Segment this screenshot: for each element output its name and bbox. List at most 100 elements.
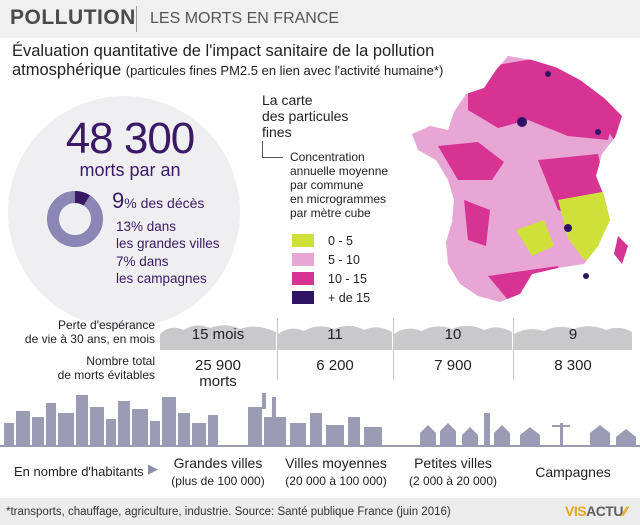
- cloud-shape: [278, 325, 392, 350]
- map-title-line3: fines: [262, 124, 292, 140]
- map-zone-massif: [516, 220, 554, 256]
- map-title-line1: La carte: [262, 92, 313, 108]
- countryside-share-line2: les campagnes: [116, 271, 207, 286]
- countryside-share: 7% dans les campagnes: [116, 253, 207, 287]
- logo-part1: VIS: [565, 503, 587, 519]
- avoidable-deaths-value: 8 300: [554, 357, 592, 374]
- skyline-medium-towns: [248, 393, 382, 447]
- donut-chart: [47, 190, 103, 247]
- map-zones: [438, 58, 622, 300]
- map-zone-alps: [558, 190, 613, 260]
- life-expectancy-value: 9: [568, 326, 578, 343]
- cloud-shape: [514, 326, 632, 350]
- life-expectancy-value: 10: [444, 326, 462, 343]
- logo-part2: ACTU: [586, 503, 623, 519]
- skyline-countryside: [520, 423, 636, 447]
- life-expectancy-label: Perte d'espérance de vie à 30 ans, en mo…: [10, 318, 155, 346]
- main-title: Évaluation quantitative de l'impact sani…: [12, 42, 632, 80]
- visactu-logo: VISACTU⁄⁄: [565, 503, 627, 519]
- skyline-small-towns: [420, 413, 510, 447]
- category-medium-cities: Villes moyennes (20 000 à 100 000): [276, 455, 396, 490]
- life-expectancy-label-line1: Perte d'espérance: [57, 318, 155, 332]
- category-name: Petites villes: [414, 455, 492, 471]
- arrow-right-icon: ▶: [148, 461, 158, 476]
- category-range: (20 000 à 100 000): [285, 474, 387, 488]
- column-divider: [393, 318, 394, 380]
- main-title-line1: Évaluation quantitative de l'impact sani…: [12, 42, 435, 60]
- legend-label: 0 - 5: [328, 234, 354, 248]
- legend-desc-line1: Concentration: [290, 150, 365, 164]
- column-large-cities: 15 mois 25 900 morts: [160, 322, 276, 392]
- avoidable-deaths-label-line1: Nombre total: [86, 354, 155, 368]
- header-bar: [0, 0, 640, 38]
- category-range: (plus de 100 000): [171, 474, 265, 488]
- column-small-towns: 10 7 900: [394, 322, 512, 392]
- donut-ring: [47, 191, 103, 247]
- category-range: (2 000 à 20 000): [408, 474, 498, 488]
- category-countryside: Campagnes: [514, 464, 632, 481]
- category-name: Villes moyennes: [285, 455, 387, 471]
- life-expectancy-label-line2: de vie à 30 ans, en mois: [24, 332, 155, 346]
- percent-label: % des décès: [124, 195, 205, 211]
- deaths-label: morts par an: [79, 160, 181, 180]
- legend-desc-line4: en microgrammes: [290, 192, 387, 206]
- legend-desc-line2: annuelle moyenne: [290, 164, 389, 178]
- legend-swatch: [292, 272, 314, 285]
- deaths-number: 48 300: [65, 114, 196, 163]
- legend-desc-line3: par commune: [290, 178, 364, 192]
- logo-mark-icon: ⁄⁄: [622, 503, 627, 519]
- map-title-line2: des particules: [262, 108, 349, 124]
- cloud-shape: [394, 325, 512, 350]
- countryside-share-line1: 7% dans: [116, 254, 169, 269]
- city-skyline-illustration: [0, 393, 640, 447]
- map-zone-west: [438, 142, 504, 180]
- legend-desc-line5: par mètre cube: [290, 206, 371, 220]
- column-divider: [277, 318, 278, 380]
- avoidable-deaths-value: 6 200: [316, 357, 354, 374]
- map-title: La carte des particules fines: [262, 92, 348, 140]
- map-corsica: [614, 236, 628, 264]
- legend-swatch: [292, 291, 314, 304]
- legend-label: 5 - 10: [328, 253, 360, 267]
- category-small-towns: Petites villes (2 000 à 20 000): [394, 455, 512, 490]
- map-hotspot-lyon: [564, 224, 572, 232]
- column-divider: [513, 318, 514, 380]
- category-name: Grandes villes: [173, 455, 263, 471]
- legend-label: + de 15: [328, 291, 371, 305]
- footnote-source: *transports, chauffage, agriculture, ind…: [6, 506, 451, 518]
- map-hotspot-lille: [545, 71, 551, 77]
- category-large-cities: Grandes villes (plus de 100 000): [160, 455, 276, 490]
- percent-value: 9: [112, 188, 125, 213]
- cities-share: 13% dans les grandes villes: [116, 218, 220, 252]
- map-zone-northeast: [602, 98, 622, 140]
- france-pollution-map: [412, 56, 628, 302]
- footer-bar: [0, 498, 640, 525]
- column-countryside: 9 8 300: [514, 322, 632, 392]
- header-title: POLLUTION: [10, 6, 136, 29]
- avoidable-deaths-label: Nombre total de morts évitables: [10, 354, 155, 382]
- main-title-line2: atmosphérique: [12, 61, 122, 79]
- legend-swatch: [292, 234, 314, 247]
- avoidable-deaths-number: 25 900: [195, 357, 241, 374]
- stats-circle-background: [8, 96, 240, 328]
- map-zone-southwest: [464, 200, 490, 246]
- map-hotspot-paris: [517, 117, 527, 127]
- map-hotspot-strasbourg: [595, 129, 601, 135]
- cities-share-line1: 13% dans: [116, 219, 177, 234]
- category-name: Campagnes: [535, 464, 611, 480]
- legend-swatch: [292, 253, 314, 266]
- legend-description: Concentration annuelle moyenne par commu…: [290, 150, 388, 220]
- map-zone-north: [468, 58, 618, 140]
- life-expectancy-value: 15 mois: [191, 326, 245, 343]
- cloud-shape: [160, 325, 276, 350]
- life-expectancy-value: 11: [327, 326, 343, 343]
- map-hotspot-marseille: [583, 273, 589, 279]
- avoidable-deaths-label-line2: de morts évitables: [57, 368, 155, 382]
- main-title-note: (particules fines PM2.5 en lien avec l'a…: [125, 63, 444, 78]
- legend-label: 10 - 15: [328, 272, 367, 286]
- avoidable-deaths-value: 7 900: [434, 357, 472, 374]
- avoidable-deaths-value: 25 900 morts: [160, 358, 276, 390]
- skyline-large-city: [4, 395, 218, 447]
- header-subtitle: LES MORTS EN FRANCE: [150, 10, 340, 27]
- column-medium-cities: 11 6 200: [278, 322, 392, 392]
